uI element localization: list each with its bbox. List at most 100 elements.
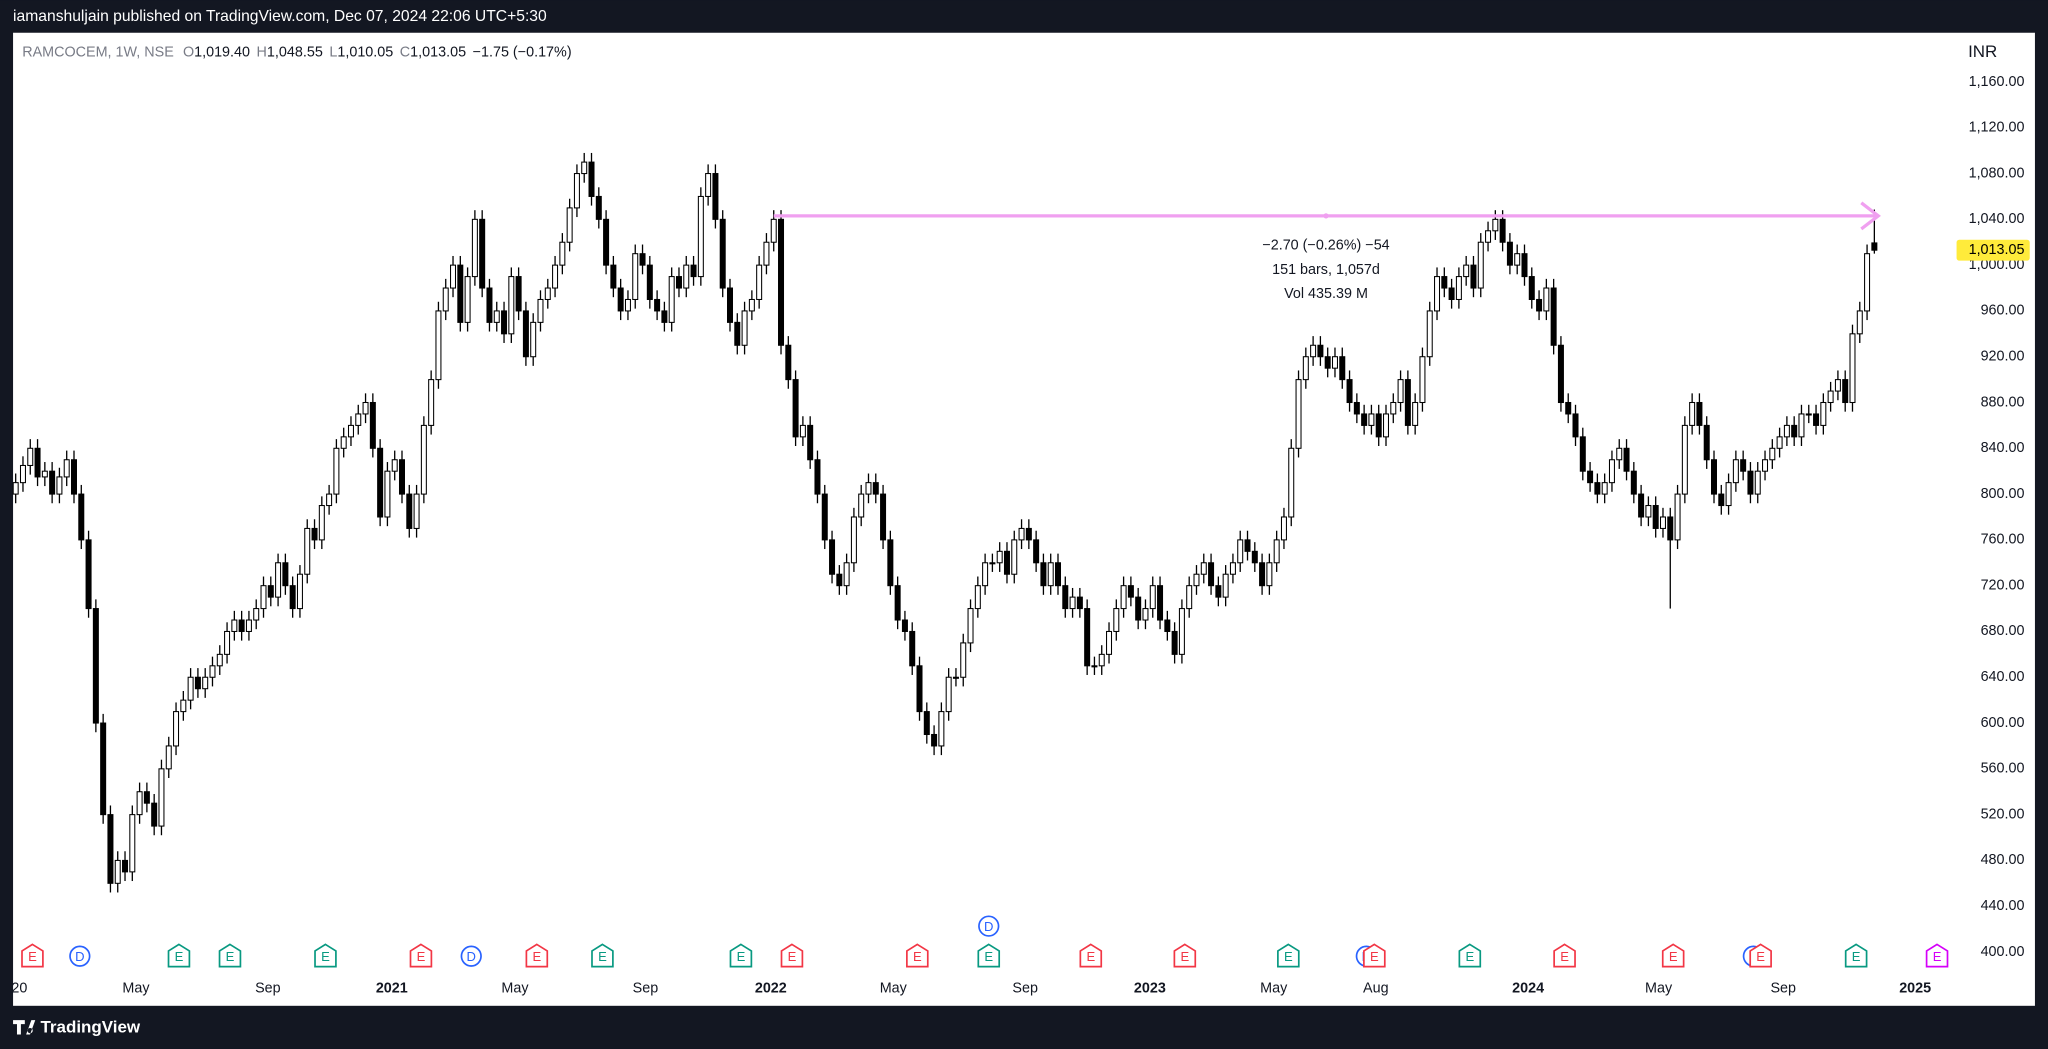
candle-body (1222, 573, 1229, 598)
candle-body (1550, 287, 1557, 346)
candle-body (1740, 459, 1747, 472)
candle-body (719, 218, 726, 289)
brand: TradingView (40, 1017, 140, 1036)
candle-body (1710, 459, 1718, 495)
candle-body (49, 470, 56, 495)
x-tick-label: Aug (1363, 981, 1389, 997)
x-tick-label: 2025 (1899, 981, 1931, 997)
candle-body (398, 459, 406, 495)
candle-body (158, 768, 165, 827)
ohlc-key: H (257, 44, 267, 60)
candle-body (515, 276, 522, 312)
candle-body (1762, 459, 1769, 472)
candle-body (1127, 585, 1134, 598)
candle-body (180, 699, 187, 713)
candle-body (1164, 619, 1171, 632)
x-tick-label: Sep (255, 981, 281, 997)
measure-label: 151 bars, 1,057d (1272, 262, 1380, 278)
candle-body (1317, 344, 1324, 358)
candle-body (872, 482, 879, 495)
candle-body (333, 447, 340, 495)
measure-arrow (1860, 201, 1881, 231)
candle-body (712, 173, 719, 220)
candle-body (1288, 447, 1295, 518)
event-label: E (226, 949, 235, 964)
y-tick-label: 440.00 (1981, 898, 2025, 914)
y-tick-label: 960.00 (1981, 303, 2025, 319)
event-label: E (913, 949, 922, 964)
candle-body (1266, 562, 1273, 587)
candle-body (916, 665, 923, 713)
ohlc-value: 1,010.05 (337, 44, 393, 60)
candle-body (253, 608, 260, 621)
candle-body (143, 791, 150, 804)
candle-body (530, 321, 537, 358)
candle-body (1273, 539, 1280, 564)
x-tick-label: 2022 (755, 981, 787, 997)
candle-body (814, 459, 821, 495)
candle-body (114, 859, 121, 884)
candle-body (632, 253, 639, 301)
candle-body (63, 459, 70, 478)
candle-body (1076, 596, 1083, 610)
candle-body (1616, 447, 1623, 461)
candle-body (559, 241, 566, 266)
candle-body (1419, 356, 1426, 404)
candle-body (1601, 482, 1608, 495)
candle-body (1120, 585, 1127, 610)
event-icon (1749, 943, 1772, 968)
candle-body (355, 413, 362, 426)
candle-body (1528, 276, 1535, 301)
candle-body (282, 562, 289, 587)
candle-body (391, 459, 398, 472)
candle-body (1776, 436, 1783, 449)
event-label: E (532, 949, 541, 964)
x-tick-label: 2021 (376, 981, 408, 997)
candle-body (267, 585, 274, 598)
candle-body (260, 585, 267, 610)
y-tick-label: 840.00 (1981, 440, 2025, 456)
candle-body (1259, 562, 1266, 587)
x-tick-label: May (1645, 981, 1673, 997)
candle-body (836, 573, 843, 587)
y-tick-label: 920.00 (1981, 349, 2025, 365)
candle-body (748, 298, 755, 312)
candle-body (1011, 539, 1018, 575)
y-tick-label: 560.00 (1981, 761, 2025, 777)
candle-body (544, 287, 551, 301)
candle-body (377, 447, 384, 518)
event-label: E (321, 949, 330, 964)
brand-logo (13, 1020, 36, 1035)
candle-body (435, 310, 442, 381)
candle-body (173, 711, 180, 747)
x-tick-label: May (501, 981, 529, 997)
candle-body (384, 470, 391, 518)
candle-body (901, 619, 908, 632)
candle-body (952, 676, 959, 679)
candle-body (1681, 424, 1688, 495)
candle-body (880, 493, 887, 541)
candle-body (1864, 253, 1871, 312)
candle-body (1412, 401, 1419, 426)
candle-body (938, 711, 945, 747)
candle-body (1426, 310, 1433, 358)
event-icon (1458, 943, 1482, 968)
candle-body (1638, 493, 1645, 518)
candle-body (1696, 401, 1703, 426)
ohlc-key: C (400, 44, 410, 60)
candle-body (1375, 413, 1382, 438)
candle-body (843, 562, 850, 587)
candle-body (1645, 505, 1652, 518)
event-icon (729, 943, 753, 968)
candle-body (12, 482, 19, 495)
candle-body (1630, 470, 1637, 495)
candle-body (1514, 253, 1521, 266)
candle-body (654, 298, 661, 312)
candle-body (1499, 218, 1506, 243)
candle-body (923, 711, 930, 736)
candle-body (1404, 379, 1411, 426)
candle-body (420, 424, 427, 495)
candle-body (19, 464, 26, 484)
y-tick-label: 800.00 (1981, 486, 2025, 502)
